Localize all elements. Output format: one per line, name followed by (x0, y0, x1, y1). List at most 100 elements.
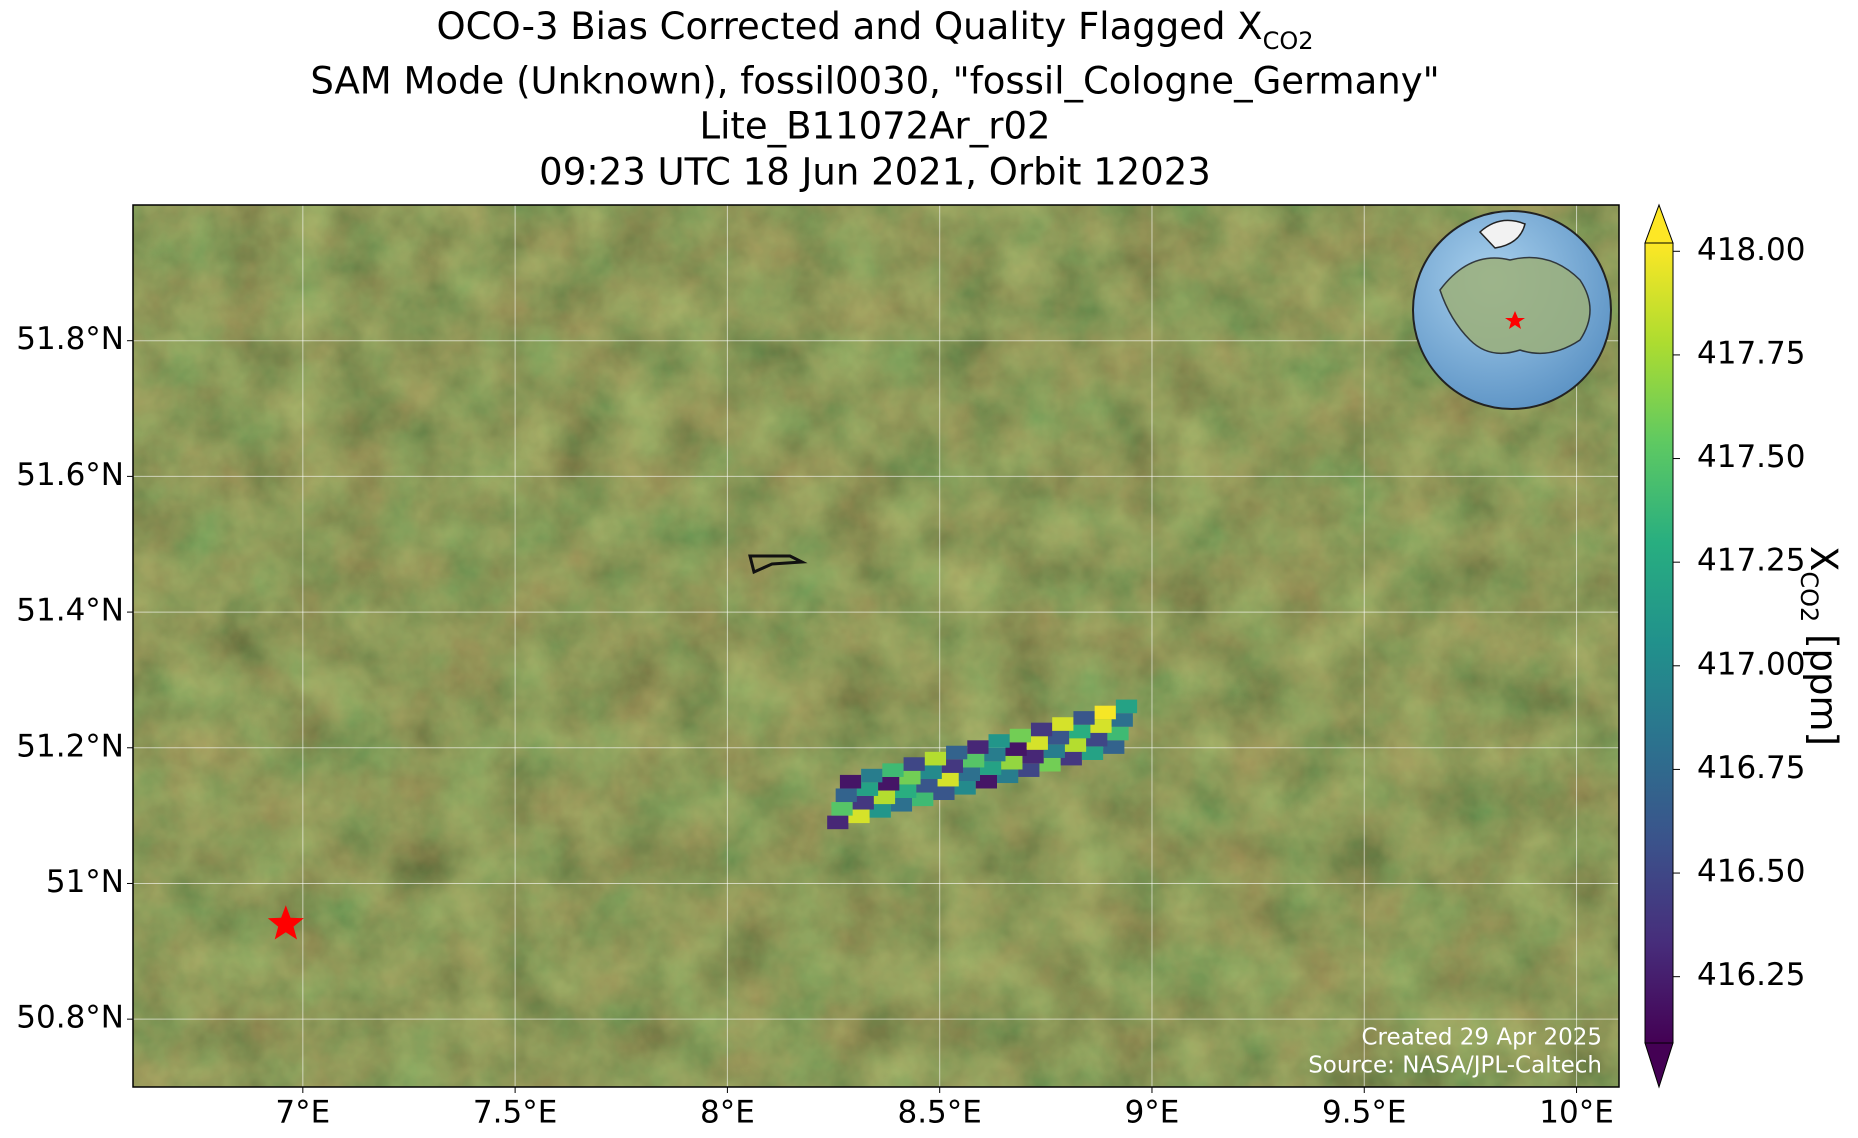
data-cell (958, 767, 981, 782)
credit: Created 29 Apr 2025 (1361, 1025, 1602, 1051)
colorbar-tick-label: 417.50 (1697, 439, 1805, 475)
colorbar-tick-label: 417.25 (1697, 543, 1805, 579)
y-tick-label: 51.4°N (16, 593, 124, 629)
data-cell (882, 763, 904, 777)
data-cell (1030, 722, 1053, 737)
data-cell (899, 770, 921, 785)
data-cell (878, 776, 900, 791)
data-cell (1081, 746, 1104, 760)
colorbar-tick-label: 418.00 (1697, 232, 1805, 268)
x-tick-label: 9°E (1125, 1095, 1180, 1131)
title-subscript: CO2 (1263, 27, 1314, 55)
title-line: SAM Mode (Unknown), fossil0030, "fossil_… (310, 60, 1439, 103)
data-cell (839, 774, 862, 789)
data-cell (1026, 736, 1048, 750)
colorbar: 416.25 416.50 416.75 417.00 417.25 417.50 417.… (1644, 203, 1805, 1089)
colorbar-body (1645, 243, 1673, 1043)
y-tick-label: 51.6°N (16, 457, 124, 493)
data-cell (997, 769, 1019, 784)
y-tick-label: 50.8°N (16, 1000, 124, 1036)
data-cell (1047, 730, 1070, 745)
data-cell (856, 782, 879, 796)
data-cells (827, 699, 1138, 830)
data-cell (967, 740, 989, 754)
x-tick-label: 7.5°E (473, 1095, 557, 1131)
colorbar-extend-bottom (1644, 1042, 1674, 1089)
data-cell (963, 753, 985, 768)
data-cell (1103, 740, 1125, 754)
data-cell (912, 792, 934, 807)
inset-globe (1412, 210, 1612, 410)
data-cell (852, 795, 874, 810)
data-cell (954, 781, 976, 795)
colorbar-frame (1644, 242, 1674, 1044)
title: OCO-3 Bias Corrected and Quality Flagged… (310, 5, 1439, 194)
data-cell (1069, 724, 1091, 739)
data-cell (1090, 719, 1112, 733)
colorbar-tick-label: 416.50 (1697, 854, 1805, 890)
y-tick-label: 51°N (46, 864, 124, 900)
x-tick-label: 7°E (275, 1095, 330, 1131)
x-tick-label: 8°E (700, 1095, 755, 1131)
data-cell (933, 786, 955, 801)
data-cell (1009, 728, 1031, 743)
map-frame (132, 204, 1620, 1088)
target-marker (267, 905, 304, 940)
colorbar-label-text: X (1803, 546, 1846, 571)
data-cell (1005, 742, 1027, 756)
title-line: 09:23 UTC 18 Jun 2021, Orbit 12023 (539, 151, 1211, 194)
title-line: OCO-3 Bias Corrected and Quality Flagged… (436, 5, 1313, 56)
data-cell (1107, 726, 1129, 741)
data-cell (1052, 717, 1074, 731)
data-cell (873, 790, 896, 805)
data-cell (937, 772, 959, 787)
globe-ice (1478, 219, 1526, 249)
data-cell (861, 768, 883, 783)
data-cell (1064, 738, 1087, 752)
colorbar-label-unit: [ppm] (1803, 622, 1846, 746)
x-tick-label: 10°E (1539, 1095, 1614, 1131)
data-cell (916, 778, 938, 793)
data-cell (827, 815, 849, 830)
data-cell (895, 784, 917, 798)
terrain (133, 205, 1619, 1087)
data-cell (1022, 749, 1044, 764)
credit: Source: NASA/JPL-Caltech (1308, 1053, 1602, 1079)
colorbar-label-subscript: CO2 (1795, 571, 1823, 622)
x-tick-label: 8.5°E (897, 1095, 981, 1131)
x-tick-label: 9.5°E (1322, 1095, 1406, 1131)
data-cell (831, 802, 853, 816)
colorbar-label: XCO2 [ppm] (1795, 546, 1846, 746)
data-cell (980, 761, 1002, 775)
data-cell (924, 751, 947, 766)
data-cell (975, 774, 998, 789)
map (133, 205, 1619, 1087)
data-cell (1086, 732, 1108, 747)
y-tick-label: 51.8°N (16, 321, 124, 357)
y-tick-label: 51.2°N (16, 728, 124, 764)
globe-land (1439, 256, 1591, 355)
data-cell (920, 765, 942, 779)
data-cell (890, 797, 913, 812)
data-cell (988, 734, 1010, 748)
data-cell (1018, 763, 1040, 777)
data-cell (1039, 757, 1061, 772)
title-text: OCO-3 Bias Corrected and Quality Flagged… (436, 5, 1262, 48)
colorbar-tick-label: 416.75 (1697, 750, 1805, 786)
globe-marker (1505, 311, 1525, 329)
data-cell (1043, 744, 1065, 758)
data-cell (1094, 705, 1116, 720)
colorbar-tick-label: 416.25 (1697, 957, 1805, 993)
data-cell (984, 747, 1006, 762)
colorbar-tick-label: 417.75 (1697, 335, 1805, 371)
data-cell (1001, 755, 1023, 770)
title-line: Lite_B11072Ar_r02 (699, 105, 1050, 148)
data-cell (1115, 699, 1138, 714)
data-cell (941, 759, 964, 773)
lake-outline (748, 554, 808, 575)
colorbar-tick-label: 417.00 (1697, 646, 1805, 682)
data-cell (835, 788, 857, 803)
colorbar-extend-top (1644, 203, 1674, 244)
data-cell (1111, 713, 1133, 727)
